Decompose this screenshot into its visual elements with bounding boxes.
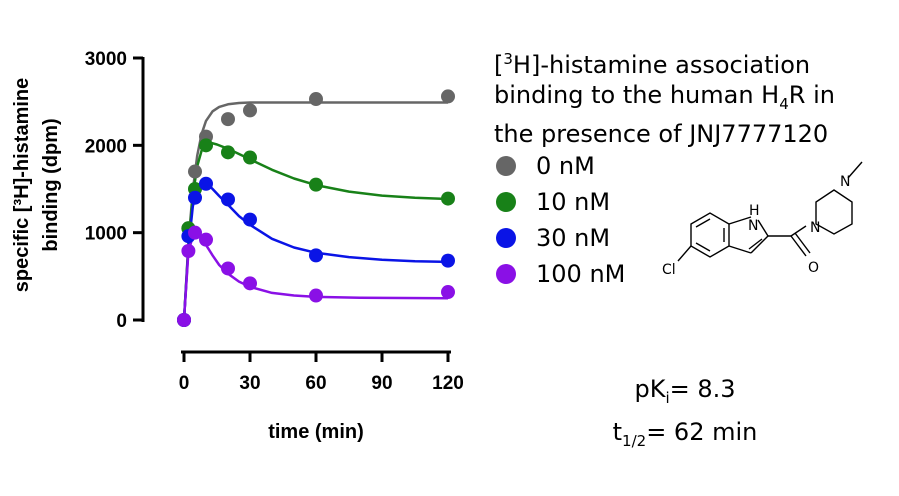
data-point	[243, 276, 257, 291]
jnj7777120-structure: H N N N O Cl	[662, 161, 863, 278]
bond	[677, 245, 692, 262]
aromatic-bond	[695, 242, 711, 252]
x-tick-label: 0	[179, 373, 190, 394]
methyl-bond	[847, 161, 863, 179]
legend-marker	[496, 264, 516, 284]
legend-marker	[496, 228, 516, 248]
data-point	[309, 92, 323, 107]
y-axis-title-line2: binding (dpm)	[40, 118, 62, 251]
data-point	[188, 164, 202, 179]
double-bond	[790, 235, 807, 257]
legend-label: 100 nM	[536, 260, 626, 288]
atom-n-indole: N	[748, 218, 758, 234]
x-tick-label: 90	[371, 373, 392, 394]
data-point	[177, 313, 191, 327]
double-bond	[794, 232, 811, 254]
data-point	[441, 89, 455, 104]
legend-label: 30 nM	[536, 224, 611, 252]
legend-title-line1: [3H]-histamine association	[494, 50, 811, 79]
legend-item: 100 nM	[494, 256, 625, 292]
bond	[790, 225, 807, 237]
atom-n-methyl: N	[840, 174, 850, 190]
double-bond	[748, 238, 763, 250]
axis-ticks: 0 1000 2000 3000 0 30 60 90 120	[85, 49, 464, 394]
data-point	[309, 177, 323, 192]
x-tick-label: 30	[239, 373, 260, 394]
atom-cl: Cl	[662, 262, 676, 278]
data-point	[441, 253, 455, 268]
bond	[757, 219, 769, 237]
fit-curve	[182, 101, 448, 321]
legend-title-line3: the presence of JNJ7777120	[494, 119, 829, 148]
aromatic-bond	[695, 218, 711, 228]
y-tick-label: 0	[116, 311, 127, 332]
piperazine-ring	[815, 189, 853, 235]
data-point	[243, 212, 257, 227]
binding-chart: 0 1000 2000 3000 0 30 60 90 120 time (min) speci…	[11, 49, 464, 443]
data-points	[177, 89, 455, 327]
legend-item: 10 nM	[494, 184, 625, 220]
legend-marker	[496, 156, 516, 176]
data-point	[221, 261, 235, 276]
data-point	[188, 225, 202, 240]
data-point	[441, 191, 455, 206]
atom-h: H	[749, 203, 760, 219]
data-point	[181, 244, 196, 259]
data-point	[309, 288, 323, 303]
kinetic-stats: pKi= 8.3 t1/2= 62 min	[560, 372, 810, 458]
y-axis-title-line1: specific [³H]-histamine	[11, 78, 33, 292]
data-point	[309, 248, 323, 263]
y-tick-label: 1000	[85, 224, 127, 245]
data-point	[221, 112, 235, 127]
legend-item: 0 nM	[494, 148, 625, 184]
data-point	[188, 190, 202, 205]
data-point	[199, 232, 213, 247]
fit-curves	[182, 101, 449, 321]
fit-curve	[182, 232, 449, 321]
bond	[728, 245, 752, 254]
legend-item: 30 nM	[494, 220, 625, 256]
data-point	[199, 176, 213, 191]
data-point	[441, 285, 455, 300]
data-point	[221, 145, 235, 160]
legend-label: 0 nM	[536, 152, 595, 180]
legend: 0 nM 10 nM 30 nM 100 nM	[494, 148, 625, 292]
data-point	[243, 150, 257, 165]
x-tick-label: 60	[305, 373, 326, 394]
atom-o: O	[808, 260, 819, 276]
pki-value: pKi= 8.3	[634, 375, 736, 407]
data-point	[199, 138, 213, 153]
x-axis-title: time (min)	[268, 421, 364, 443]
bond	[750, 235, 769, 254]
y-tick-label: 3000	[85, 49, 127, 70]
data-point	[243, 103, 257, 118]
bond	[728, 216, 752, 225]
legend-label: 10 nM	[536, 188, 611, 216]
legend-title: [3H]-histamine association binding to th…	[494, 44, 884, 149]
legend-title-line2: binding to the human H4R in	[494, 81, 835, 113]
data-point	[221, 192, 235, 207]
legend-marker	[496, 192, 516, 212]
half-life-value: t1/2= 62 min	[612, 417, 758, 450]
y-tick-label: 2000	[85, 136, 127, 157]
x-tick-label: 120	[432, 373, 464, 394]
atom-n-amide: N	[810, 220, 820, 236]
